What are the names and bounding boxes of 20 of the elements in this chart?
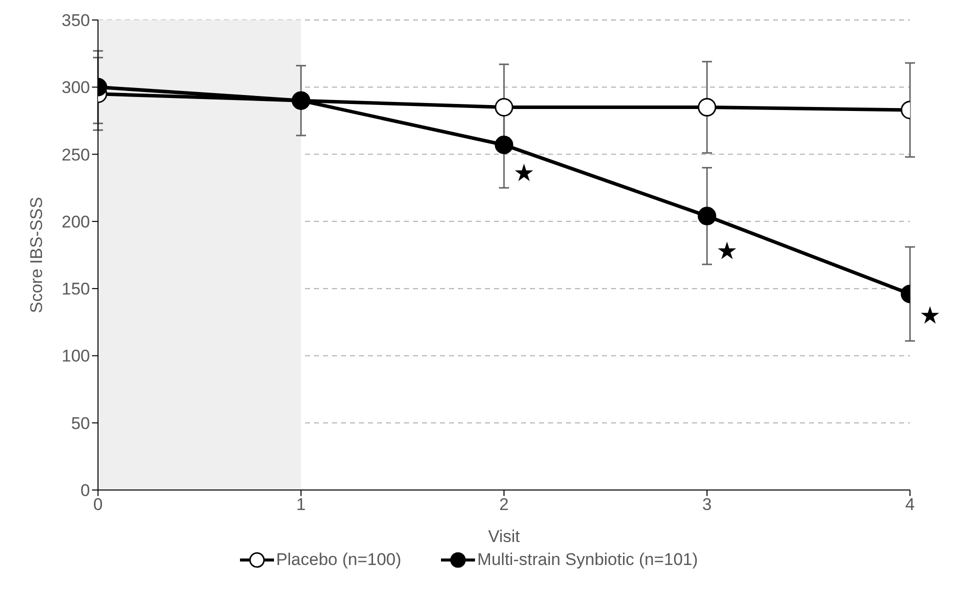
y-axis-title: Score IBS-SSS — [27, 196, 46, 314]
y-tick-label: 350 — [62, 11, 90, 30]
x-tick-label: 2 — [499, 495, 509, 514]
y-tick-label: 300 — [62, 78, 90, 98]
annotation: ★ — [716, 236, 738, 265]
x-tick-label: 0 — [93, 495, 103, 514]
legend-label: Placebo (n=100) — [276, 550, 402, 570]
x-axis-title: Visit — [488, 527, 520, 546]
y-tick-label: 50 — [71, 414, 90, 433]
x-tick-label: 4 — [905, 495, 915, 514]
y-tick-label: 100 — [62, 346, 90, 366]
legend-label: Multi-strain Synbiotic (n=101) — [477, 550, 698, 570]
y-tick-label: 200 — [62, 212, 90, 232]
annotation: ★ — [919, 301, 941, 330]
y-tick-label: 150 — [62, 280, 90, 299]
y-tick-label: 0 — [80, 481, 90, 500]
y-tick-label: 250 — [62, 145, 90, 164]
x-tick-label: 1 — [296, 495, 306, 514]
annotation: ★ — [513, 159, 535, 188]
x-tick-label: 3 — [702, 495, 712, 514]
